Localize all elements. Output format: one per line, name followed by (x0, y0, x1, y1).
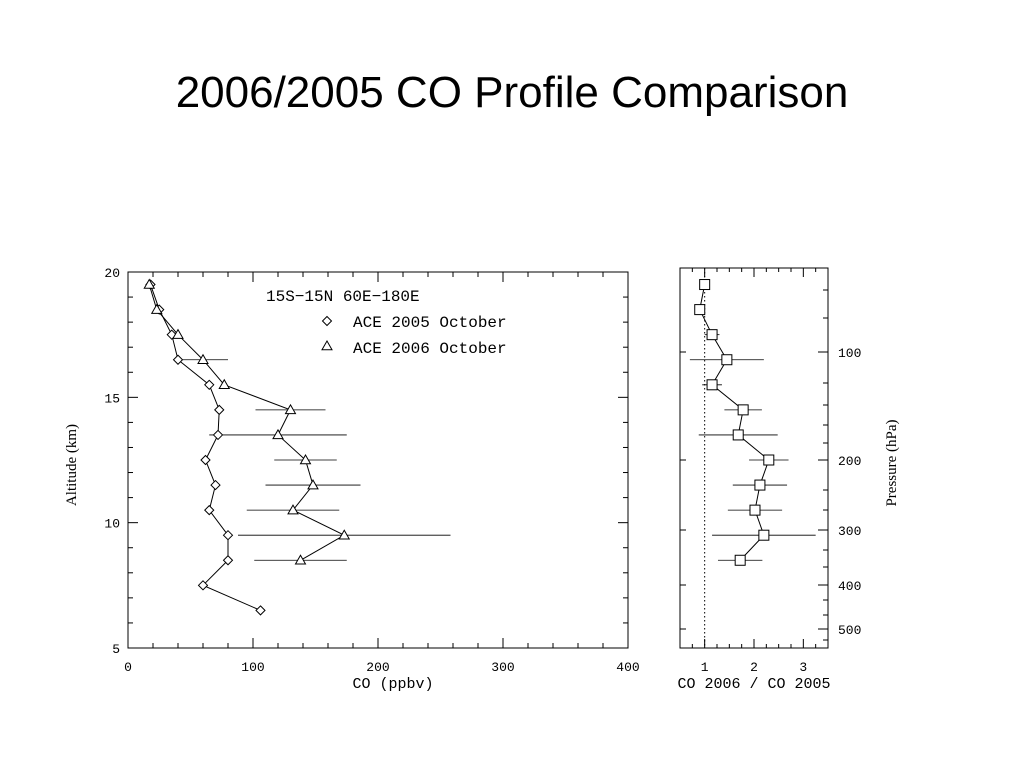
x-tick-label: 200 (366, 660, 389, 675)
legend-triangle-shape (321, 339, 333, 351)
y-tick-label: 5 (112, 642, 120, 657)
left-panel-markers (143, 278, 351, 616)
pressure-tick-label: 400 (838, 579, 861, 594)
x-tick-label: 400 (616, 660, 639, 675)
slide-title: 2006/2005 CO Profile Comparison (175, 68, 849, 117)
right-panel-markers (694, 279, 775, 566)
x-tick-label: 100 (241, 660, 264, 675)
ratio-tick-label: 2 (750, 660, 758, 675)
ratio-data-point (699, 279, 711, 291)
data-point-2005 (255, 605, 266, 616)
data-point-2005 (210, 479, 221, 491)
legend-entry-2006: ACE 2006 October (353, 340, 507, 358)
ratio-line (699, 284, 770, 561)
right-y-axis-label: Pressure (hPa) (884, 419, 900, 506)
pressure-tick-label: 300 (838, 524, 861, 539)
left-y-axis-label: Altitude (km) (64, 424, 80, 506)
data-point-2006 (272, 428, 284, 440)
data-point-2006 (197, 353, 209, 364)
data-point-2005 (222, 529, 234, 541)
ratio-tick-label: 3 (799, 660, 807, 675)
ratio-data-point (758, 529, 770, 541)
x-tick-label: 300 (491, 660, 514, 675)
data-point-2005 (214, 404, 225, 416)
legend-marker-diamond (321, 315, 333, 327)
x-tick-label: 0 (124, 660, 132, 675)
legend-diamond-shape (321, 315, 333, 327)
legend-marker-triangle (321, 339, 333, 351)
data-point-2005 (197, 580, 209, 591)
right-panel-frame (679, 267, 829, 649)
left-panel-ticks: 0 100 200 300 400 5 10 15 20 (104, 266, 639, 675)
data-point-2005 (204, 504, 215, 516)
data-point-2006 (150, 303, 163, 314)
ratio-data-point (721, 354, 733, 366)
ratio-data-point (694, 304, 706, 316)
data-point-2006 (284, 403, 297, 415)
ratio-data-point (754, 479, 766, 491)
data-point-2006 (172, 328, 184, 339)
pressure-tick-label: 500 (838, 623, 861, 638)
left-x-axis-label: CO (ppbv) (352, 676, 433, 693)
series-line-2005 (150, 284, 261, 611)
ratio-data-point (734, 554, 746, 566)
right-x-axis-label: CO 2006 / CO 2005 (677, 676, 830, 693)
data-point-2006 (299, 453, 312, 465)
data-point-2005 (204, 379, 215, 391)
series-line-2006 (148, 284, 346, 561)
data-point-2005 (200, 454, 211, 466)
data-point-2006 (294, 554, 307, 565)
legend: ACE 2005 October ACE 2006 October (321, 314, 507, 358)
pressure-tick-label: 100 (838, 346, 861, 361)
y-tick-label: 15 (104, 391, 120, 406)
ratio-data-point (749, 504, 761, 516)
ratio-data-point (706, 329, 718, 341)
right-panel-ticks: 1 2 3 100 200 300 400 500 (679, 268, 861, 675)
pressure-tick-label: 200 (838, 454, 861, 469)
ratio-data-point (706, 379, 718, 391)
left-panel-error-bars (178, 359, 451, 561)
y-tick-label: 20 (104, 266, 120, 281)
right-panel-lines (699, 284, 770, 561)
data-point-2006 (143, 278, 156, 289)
ratio-tick-label: 1 (701, 660, 709, 675)
region-annotation: 15S−15N 60E−180E (266, 288, 420, 306)
legend-entry-2005: ACE 2005 October (353, 314, 507, 332)
data-point-2006 (338, 529, 351, 540)
data-point-2006 (287, 504, 299, 515)
data-point-2006 (218, 378, 231, 390)
data-point-2006 (307, 479, 319, 490)
ratio-data-point (763, 454, 775, 466)
data-point-2005 (222, 555, 234, 566)
ratio-data-point (732, 429, 744, 441)
y-tick-label: 10 (104, 517, 120, 532)
data-point-2005 (172, 354, 184, 365)
data-point-2005 (212, 429, 224, 441)
ratio-data-point (737, 404, 749, 416)
